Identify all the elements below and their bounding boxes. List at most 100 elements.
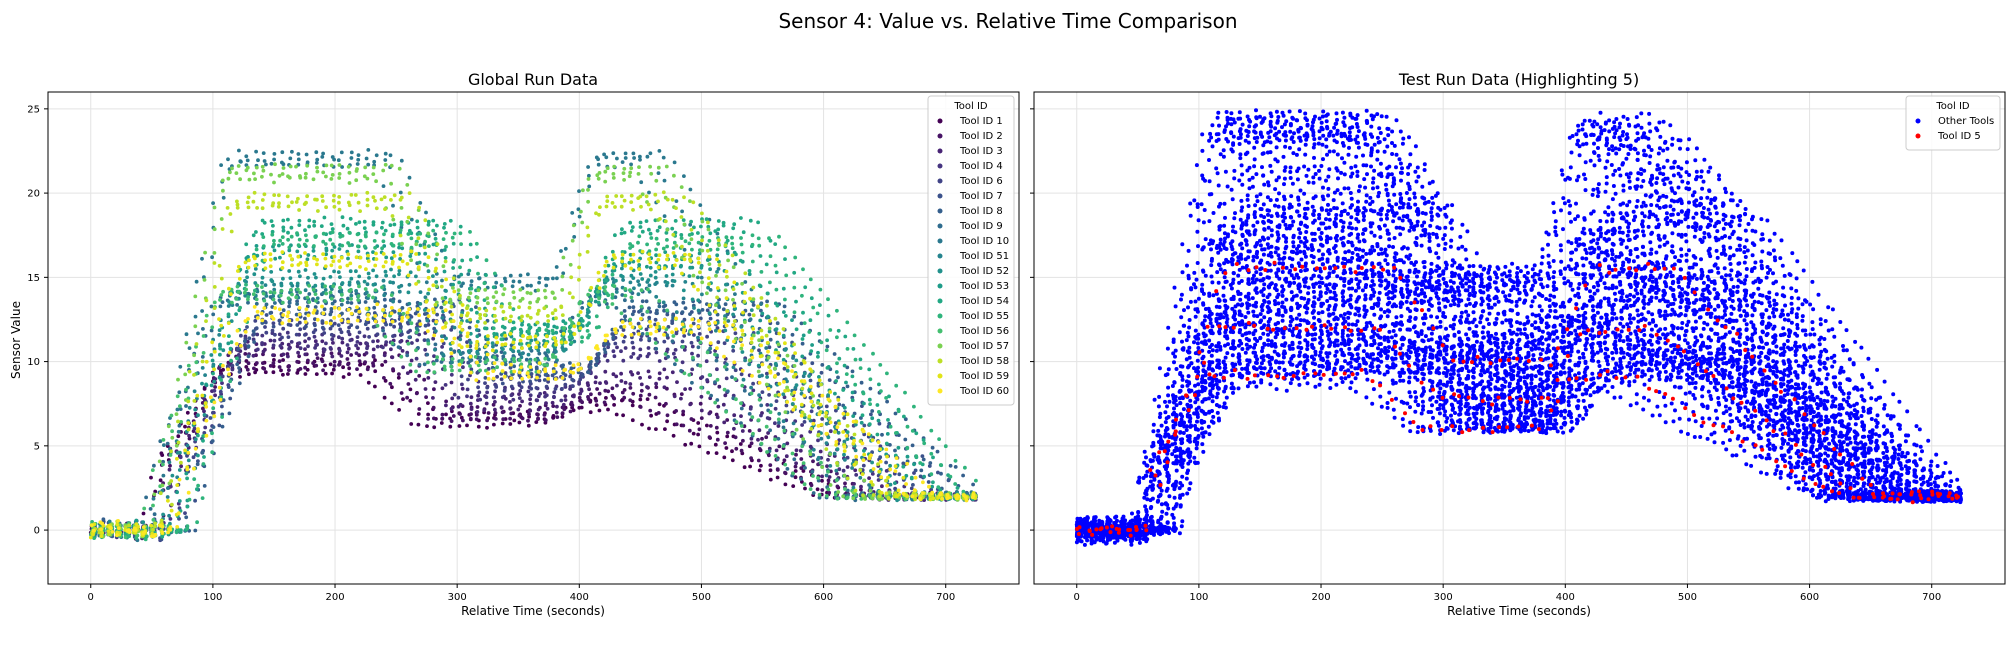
scatter-point [452,392,457,397]
scatter-point [381,184,386,189]
scatter-point [400,241,404,246]
scatter-point [153,489,158,494]
scatter-point [185,524,190,528]
scatter-point [851,496,856,501]
scatter-point [315,157,320,162]
scatter-point [894,431,898,435]
scatter-point [355,162,360,166]
scatter-point [709,393,713,398]
scatter-point [781,357,786,362]
scatter-point [243,339,247,344]
scatter-point [871,351,875,356]
scatter-point [362,226,367,231]
scatter-point [615,383,619,388]
scatter-point [691,355,695,360]
scatter-point [337,335,341,340]
scatter-point [629,229,634,233]
scatter-point [347,230,352,235]
scatter-point [517,396,522,400]
scatter-point [435,252,439,257]
scatter-point [476,271,480,276]
scatter-point [253,319,258,323]
scatter-point [827,416,832,421]
scatter-point [312,334,317,339]
scatter-point [714,303,718,308]
scatter-point [287,364,291,369]
scatter-point [832,352,837,356]
scatter-point [657,376,662,381]
scatter-point [555,325,559,330]
scatter-point [783,314,788,318]
scatter-point [277,243,281,248]
scatter-point [670,272,675,277]
scatter-point [888,463,892,468]
scatter-point [508,416,512,421]
scatter-point [680,310,685,314]
scatter-point [493,407,497,412]
scatter-point [619,349,623,354]
scatter-point [501,417,506,422]
scatter-point [151,518,156,522]
scatter-point [384,322,388,327]
scatter-point [373,288,378,292]
scatter-point [200,309,205,313]
scatter-point [841,388,846,392]
panel-title-global: Global Run Data [468,70,598,89]
scatter-point [586,199,590,204]
scatter-point [294,164,298,169]
scatter-point [681,288,686,293]
scatter-point [715,367,719,372]
scatter-point [306,275,310,280]
scatter-point [192,389,197,394]
scatter-point [162,443,166,447]
scatter-point [384,273,388,278]
scatter-point [781,419,786,424]
scatter-point [220,178,225,183]
scatter-point [426,412,430,417]
scatter-point [336,270,341,274]
scatter-point [690,380,694,385]
scatter-point [414,356,419,361]
scatter-point [242,290,247,295]
scatter-point [594,155,599,160]
scatter-point [645,397,650,401]
scatter-point [638,347,643,352]
scatter-point [328,290,333,295]
scatter-point [254,326,259,331]
scatter-point [313,305,318,309]
scatter-point [759,463,763,468]
scatter-point [363,165,368,170]
scatter-point [311,249,316,253]
scatter-point [759,403,764,408]
scatter-point [444,289,448,293]
scatter-point [307,336,311,341]
scatter-point [696,298,701,303]
scatter-point [792,364,797,368]
scatter-point [425,370,430,375]
scatter-point [820,474,824,479]
scatter-point [835,471,839,476]
scatter-point [277,359,282,364]
scatter-point [785,467,790,471]
scatter-point [690,367,695,372]
scatter-point [611,151,616,156]
scatter-point [151,496,156,501]
scatter-point [542,413,547,417]
scatter-point [295,359,300,364]
scatter-point [304,324,308,329]
scatter-point [493,271,497,276]
scatter-point [161,512,166,517]
scatter-point [894,383,899,388]
scatter-point [721,307,726,312]
scatter-point [183,372,188,377]
scatter-point [536,297,541,301]
scatter-point [850,369,855,374]
scatter-point [602,400,607,405]
scatter-point [741,377,746,382]
scatter-point [209,383,214,388]
scatter-point [380,225,384,230]
scatter-point [307,300,312,304]
scatter-point [468,364,472,368]
scatter-point [141,511,146,516]
scatter-point [314,352,319,356]
